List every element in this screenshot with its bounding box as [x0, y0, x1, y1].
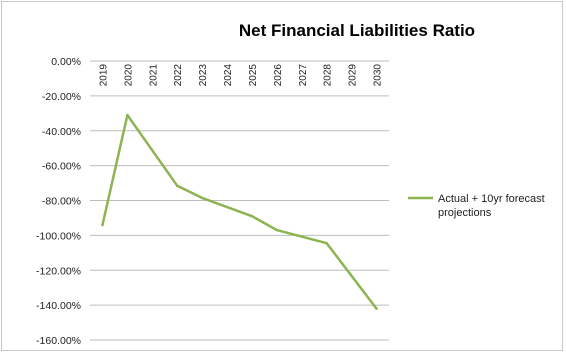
data-point	[126, 113, 129, 117]
data-point	[325, 241, 329, 245]
x-tick-label: 2025	[248, 64, 259, 87]
x-tick-labels: 2019 2020 2021 2022 2023 2024 2025 2026 2027 2028…	[98, 64, 383, 87]
data-point	[375, 307, 378, 310]
data-point	[275, 228, 279, 232]
y-tick-label: -60.00%	[42, 161, 81, 173]
legend-label: Actual + 10yr forecast	[438, 193, 545, 205]
y-tick-label: -100.00%	[36, 230, 81, 242]
y-tick-label: -40.00%	[42, 126, 81, 138]
x-tick-label: 2021	[148, 64, 159, 87]
x-tick-label: 2027	[298, 64, 309, 87]
legend: Actual + 10yr forecast projections	[408, 193, 545, 219]
x-tick-label: 2030	[373, 64, 384, 87]
x-tick-label: 2026	[273, 64, 284, 87]
x-tick-label: 2020	[123, 64, 134, 87]
legend-label: projections	[438, 207, 492, 219]
x-tick-label: 2019	[98, 64, 109, 87]
data-point	[250, 214, 254, 218]
x-tick-label: 2024	[223, 64, 234, 87]
data-point	[175, 184, 179, 187]
x-tick-label: 2022	[173, 64, 184, 87]
series-layer	[101, 113, 378, 310]
y-tick-label: -20.00%	[42, 91, 81, 103]
data-point	[200, 196, 204, 200]
series-line	[101, 113, 378, 310]
data-point	[101, 223, 104, 227]
y-tick-labels: 0.00% -20.00% -40.00% -60.00% -80.00% -100.00…	[36, 56, 81, 347]
gridlines	[90, 60, 389, 341]
y-tick-label: -80.00%	[42, 196, 81, 208]
x-tick-label: 2029	[348, 64, 359, 87]
y-tick-label: 0.00%	[51, 56, 81, 68]
chart-title: Net Financial Liabilities Ratio	[239, 21, 475, 40]
y-tick-label: -120.00%	[36, 265, 81, 277]
y-tick-label: -140.00%	[36, 300, 81, 312]
x-tick-label: 2028	[323, 64, 334, 87]
x-tick-label: 2023	[198, 64, 209, 87]
y-tick-label: -160.00%	[36, 335, 81, 347]
